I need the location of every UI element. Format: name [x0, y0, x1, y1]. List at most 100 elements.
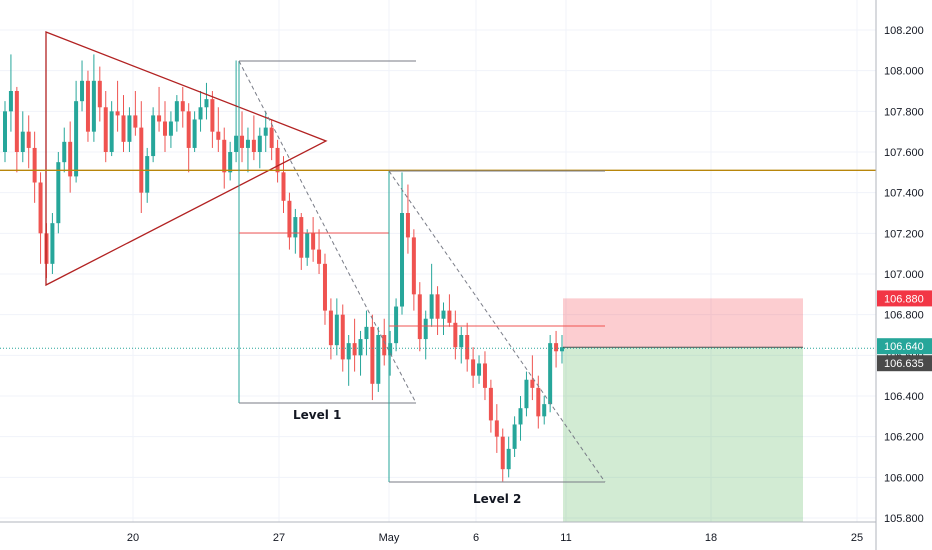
price-badge-stop-loss	[877, 290, 932, 307]
candle-body	[275, 147, 280, 173]
candle-body	[8, 91, 13, 112]
candle-body	[554, 343, 559, 352]
candle-body	[3, 111, 7, 152]
candle-body	[151, 115, 156, 157]
candle-body	[423, 318, 428, 340]
projection-1-diagonal	[238, 60, 417, 404]
stop-loss-zone	[563, 298, 803, 348]
candle-body	[435, 294, 440, 319]
x-tick-label: May	[379, 532, 400, 544]
candle-body	[38, 182, 43, 234]
y-tick-label: 106.400	[884, 391, 924, 403]
candle-body	[139, 127, 144, 193]
candle-body	[352, 343, 357, 356]
candle-body	[512, 424, 517, 449]
candle-body	[400, 213, 405, 307]
candle-body	[14, 91, 19, 152]
candle-body	[133, 115, 138, 128]
y-tick-label: 105.800	[884, 513, 924, 525]
candle-body	[560, 347, 564, 352]
candle-body	[388, 343, 393, 356]
candle-body	[204, 99, 209, 108]
take-profit-zone	[563, 347, 803, 522]
candle-body	[405, 213, 410, 238]
x-tick-label: 25	[851, 532, 863, 544]
price-axis: 108.200 108.000 107.800 107.600 107.400 107.2…	[875, 0, 924, 550]
candle-body	[488, 387, 493, 421]
candle-body	[68, 141, 73, 177]
candle-body	[62, 141, 67, 163]
candle-body	[180, 101, 185, 112]
annotation-level-2: Level 2	[473, 492, 521, 506]
candle-body	[500, 436, 505, 470]
candle-body	[417, 294, 422, 340]
candle-body	[240, 135, 245, 148]
candle-body	[411, 237, 416, 295]
candle-body	[471, 359, 476, 376]
candle-body	[364, 326, 369, 340]
y-tick-label: 107.800	[884, 106, 924, 118]
price-badge-text-entry: 106.640	[884, 341, 924, 353]
candle-body	[518, 408, 523, 425]
candle-body	[322, 263, 327, 311]
position-zones	[563, 298, 803, 522]
triangle-pattern	[45, 31, 328, 287]
y-tick-label: 106.800	[884, 310, 924, 322]
candle-body	[263, 127, 268, 136]
candle-body	[210, 99, 215, 132]
projection-2-diagonal	[388, 170, 606, 483]
candle-body	[269, 127, 274, 148]
time-axis: 20 27 May 6 11 18 25	[0, 521, 876, 544]
candle-body	[234, 135, 239, 152]
candle-body	[287, 200, 292, 238]
candle-body	[311, 233, 316, 250]
candle-body	[145, 156, 150, 193]
candle-body	[465, 335, 470, 360]
x-tick-label: 6	[473, 532, 479, 544]
candle-body	[506, 448, 511, 470]
candle-body	[524, 379, 529, 409]
price-badge-last-price	[877, 355, 932, 372]
candle-body	[251, 139, 256, 152]
candle-body	[186, 111, 191, 148]
candle-body	[429, 294, 434, 319]
candle-body	[245, 139, 250, 148]
drawing-tools: Level 1 Level 2	[0, 31, 876, 506]
x-tick-label: 18	[705, 532, 717, 544]
candle-body	[121, 115, 126, 142]
candle-body	[536, 387, 541, 417]
candle-body	[56, 162, 61, 224]
candle-body	[477, 363, 482, 376]
candle-body	[257, 135, 262, 152]
candle-body	[542, 404, 547, 417]
candle-body	[91, 80, 96, 132]
candle-body	[530, 379, 535, 388]
candle-body	[376, 335, 381, 384]
candle-body	[453, 322, 458, 348]
candle-body	[299, 217, 304, 258]
y-tick-label: 107.000	[884, 269, 924, 281]
candle-body	[281, 172, 286, 201]
x-tick-label: 11	[560, 532, 571, 544]
candle-body	[370, 326, 375, 384]
candle-body	[293, 217, 298, 238]
candle-body	[216, 131, 221, 140]
candle-body	[115, 111, 120, 116]
candle-body	[222, 139, 227, 173]
candle-body	[228, 152, 233, 173]
price-badge-entry	[877, 338, 932, 355]
candle-body	[192, 119, 197, 148]
price-badges: 106.880 106.640 106.635	[877, 290, 932, 372]
candle-body	[157, 115, 162, 122]
candle-body	[494, 420, 499, 437]
candle-body	[168, 121, 173, 136]
candle-body	[74, 101, 79, 177]
candle-body	[334, 314, 339, 346]
y-tick-label: 106.000	[884, 472, 924, 484]
candle-body	[97, 80, 102, 108]
candle-body	[328, 310, 333, 346]
candle-body	[109, 111, 114, 152]
candle-body	[548, 343, 553, 405]
candle-body	[317, 249, 322, 264]
